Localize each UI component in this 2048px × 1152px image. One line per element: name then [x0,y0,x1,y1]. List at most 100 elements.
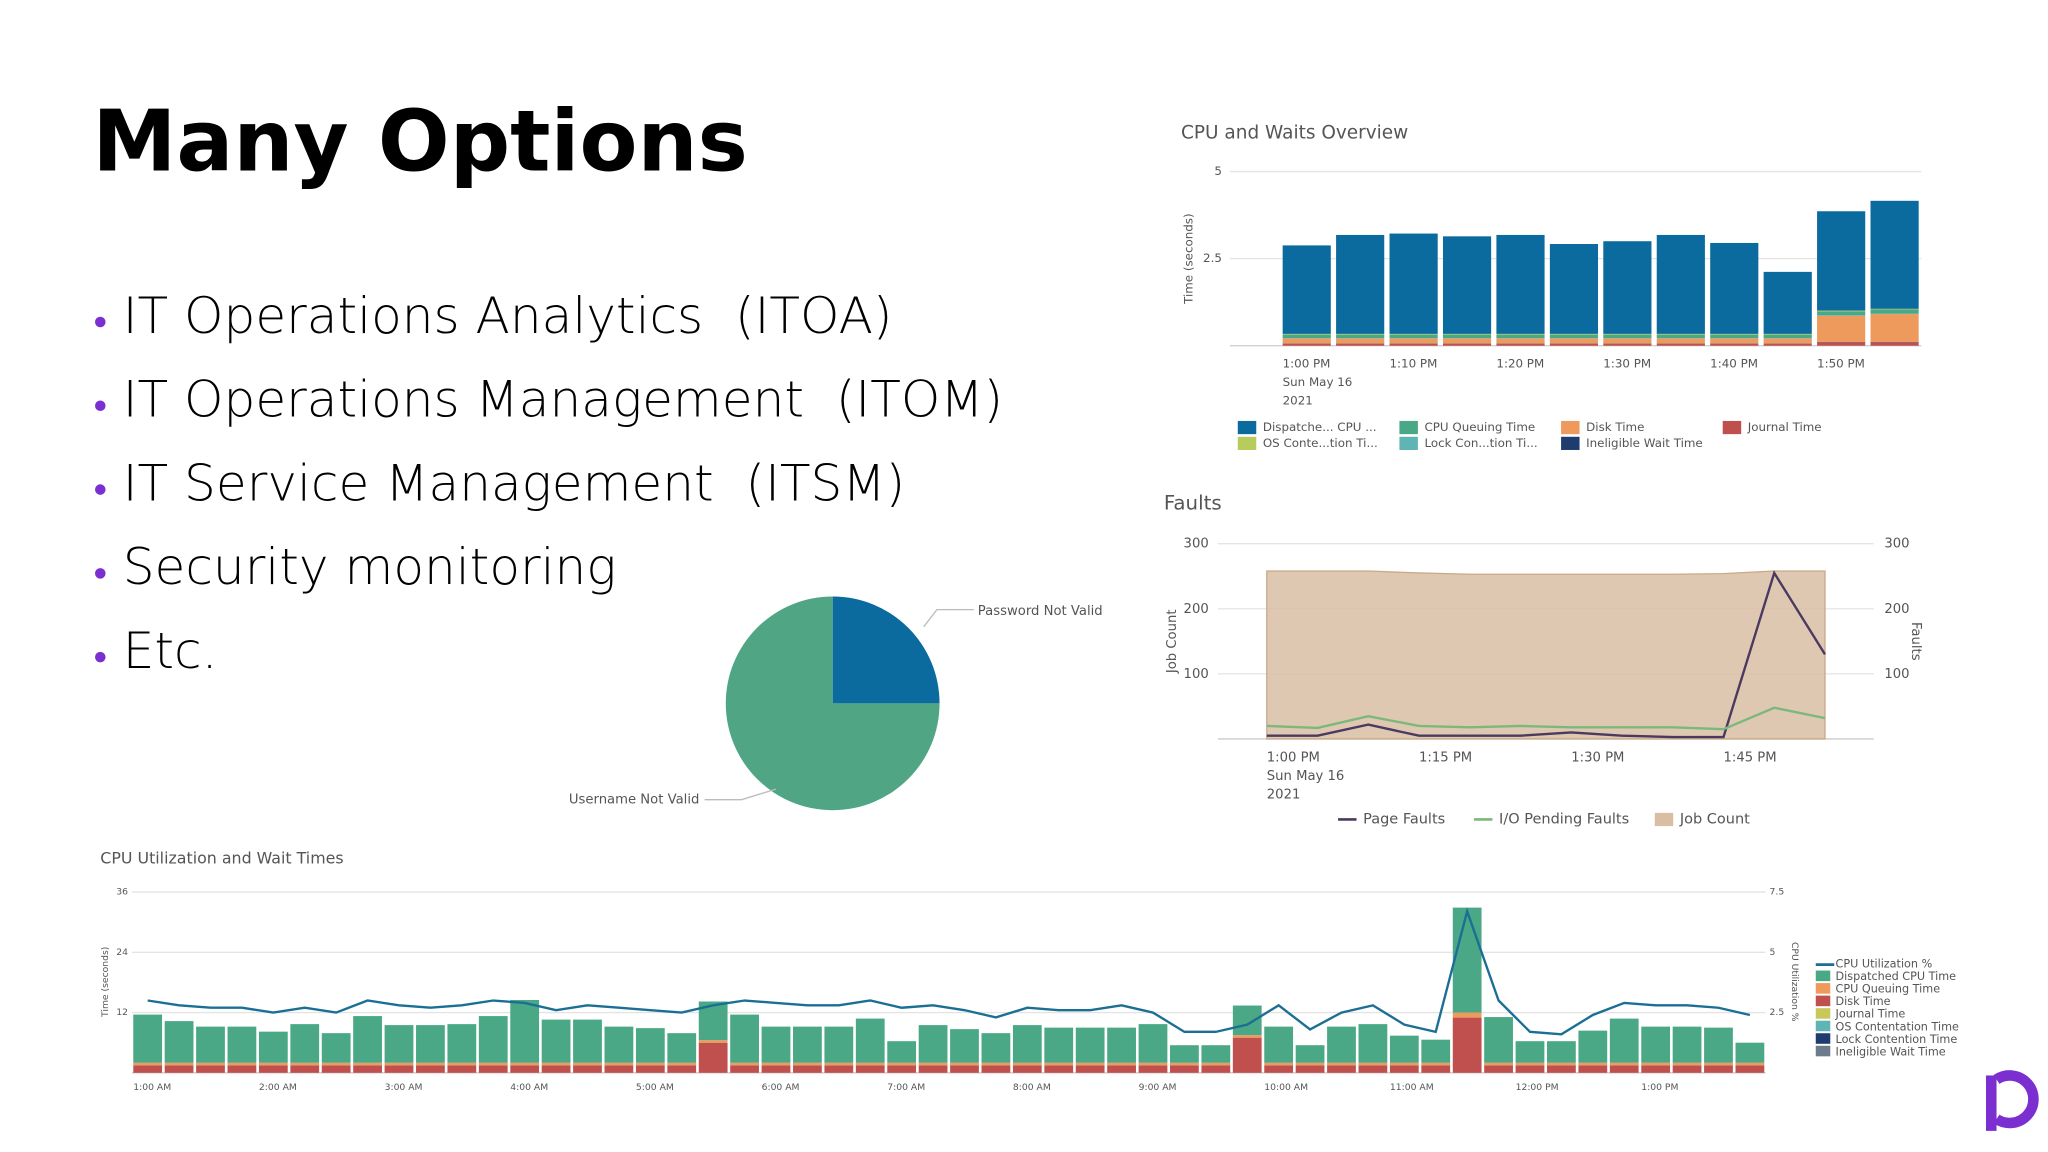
bar-segment [1870,200,1919,309]
legend-label: Ineligible Wait Time [1836,1045,1946,1058]
bar-segment [1389,1062,1419,1066]
bar-segment [196,1065,225,1073]
bar-segment [1547,1062,1576,1066]
bar-segment [1282,245,1331,334]
bar-segment [604,1062,634,1066]
bar-segment [353,1016,382,1063]
bullet-text: Etc. [123,621,218,680]
x-tick-label: 1:30 PM [1571,750,1624,765]
legend-label: Disk Time [1586,420,1644,434]
y-tick-label: 200 [1184,602,1209,617]
bar-segment [510,1000,540,1063]
bar-segment [447,1024,477,1063]
legend-swatch [1815,983,1831,994]
x-tick-label: 1:50 PM [1817,357,1865,371]
bar-segment [164,1062,194,1066]
bar-segment [1496,234,1545,334]
bar-segment [227,1026,257,1063]
y2-tick-label: 2.5 [1770,1007,1785,1018]
bar-segment [1735,1062,1765,1066]
bar-segment [164,1065,194,1073]
bar-segment [1358,1065,1388,1073]
legend-label: OS Contentation Time [1836,1020,1959,1033]
bar-segment [1107,1065,1136,1073]
bar-segment [1282,333,1331,335]
bar-segment [1763,343,1812,346]
bar-segment [1327,1062,1356,1066]
bar-segment [918,1062,948,1066]
bar-segment [133,1014,163,1063]
bar-segment [1107,1062,1136,1066]
bar-segment [950,1029,979,1063]
bar-segment [1609,1018,1639,1063]
bar-segment [1496,338,1545,344]
bar-segment [1656,334,1705,339]
bar-segment [1044,1065,1074,1073]
bar-segment [1232,1035,1262,1038]
legend-label: Dispatche... CPU ... [1263,420,1377,434]
bar-segment [1817,315,1866,342]
legend-label: Journal Time [1835,1008,1906,1021]
bar-segment [1672,1026,1702,1063]
bullet-dot [95,400,106,412]
line [1266,706,1826,731]
bar-segment [1549,338,1599,344]
bar-segment [1232,1037,1262,1073]
legend-swatch [1815,995,1831,1007]
bar-segment [1484,1017,1513,1063]
bar-segment [1817,310,1866,312]
bar-segment [478,1065,508,1073]
legend-swatch [1561,436,1580,450]
x-tick-label: 1:00 AM [133,1082,171,1093]
x-tick-label: 8:00 AM [1013,1082,1051,1093]
x-tick-label: 12:00 PM [1516,1082,1559,1093]
x-tick-label: 7:00 AM [887,1082,925,1093]
bar-segment [1578,1065,1608,1073]
chart-title: CPU and Waits Overview [1181,122,1408,143]
bar-segment [1763,271,1812,334]
bar-segment [1603,333,1652,335]
x-sublabel: 2021 [1283,394,1313,408]
x-tick-label: 9:00 AM [1139,1082,1177,1093]
y2-tick-label: 300 [1884,537,1909,552]
y-tick-label: 5 [1214,164,1222,178]
leader-line [923,608,974,628]
bar-segment [1012,1062,1042,1066]
x-sublabel: Sun May 16 [1267,769,1345,784]
bar-segment [1817,311,1866,316]
bar-segment [1442,236,1492,334]
bar-segment [1549,244,1599,334]
bar-segment [290,1024,320,1063]
bar-segment [447,1065,477,1073]
bar-segment [1603,334,1652,339]
bar-segment [1264,1026,1294,1063]
legend-label: Job Count [1679,811,1750,827]
bar-segment [1710,338,1759,344]
legend-swatch [1815,1008,1831,1019]
bar-segment [1075,1062,1105,1066]
bar-segment [227,1065,257,1073]
x-tick-label: 2:00 AM [259,1082,297,1093]
bar-segment [1138,1024,1168,1063]
bar-segment [824,1065,854,1073]
bar-segment [541,1065,571,1073]
bar-segment [321,1033,351,1063]
slide-title: Many Options [92,93,747,191]
bar-segment [1578,1062,1608,1066]
bullet-text: Security monitoring [123,537,617,596]
bar-segment [1710,343,1759,346]
bar-segment [1327,1026,1356,1063]
bar-segment [1547,1041,1576,1063]
x-sublabel: Sun May 16 [1283,375,1353,389]
bar-segment [1672,1062,1702,1066]
bar-segment [887,1041,917,1063]
legend-label: I/O Pending Faults [1499,811,1629,827]
bar-segment [761,1062,791,1066]
bar-segment [635,1062,665,1066]
x-tick-label: 1:30 PM [1603,357,1651,371]
bullet-text: IT Operations Analytics (ITOA) [123,286,893,345]
bar-segment [1336,333,1385,335]
y-tick-label: 24 [116,947,128,958]
bar-segment [1817,211,1866,311]
